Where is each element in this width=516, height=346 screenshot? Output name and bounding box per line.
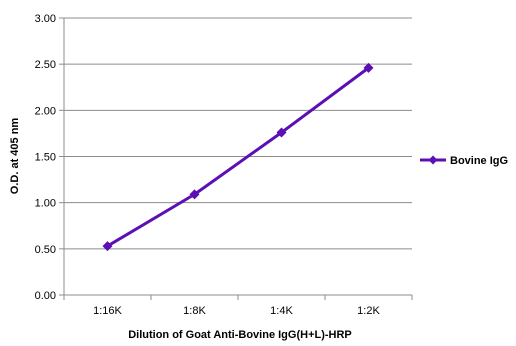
legend-swatch-marker	[428, 155, 438, 165]
y-tick-label: 1.00	[35, 198, 56, 210]
data-point	[189, 189, 200, 200]
x-axis-ticks: 1:16K 1:8K 1:4K 1:2K	[63, 295, 413, 317]
data-point	[276, 127, 287, 138]
x-tick-label: 1:4K	[270, 305, 293, 317]
y-tick-label: 0.00	[35, 290, 56, 302]
y-tick-label: 2.50	[35, 59, 56, 71]
y-tick-label: 3.00	[35, 13, 56, 25]
y-axis-title: O.D. at 405 nm	[9, 118, 21, 195]
gridlines	[63, 17, 412, 296]
legend-label: Bovine IgG	[450, 155, 508, 167]
x-tick-label: 1:16K	[93, 305, 122, 317]
data-point	[102, 241, 113, 252]
y-tick-label: 0.50	[35, 244, 56, 256]
y-tick-label: 2.00	[35, 105, 56, 117]
y-axis-ticks: 0.00 0.50 1.00 1.50 2.00 2.50 3.00	[35, 13, 64, 302]
series-group	[102, 62, 374, 252]
series-line	[106, 66, 370, 248]
data-point	[363, 62, 374, 73]
y-tick-label: 1.50	[35, 152, 56, 164]
x-axis-title: Dilution of Goat Anti-Bovine IgG(H+L)-HR…	[128, 329, 352, 341]
x-tick-label: 1:8K	[183, 305, 206, 317]
x-tick-label: 1:2K	[357, 305, 380, 317]
legend: Bovine IgG	[420, 155, 508, 167]
